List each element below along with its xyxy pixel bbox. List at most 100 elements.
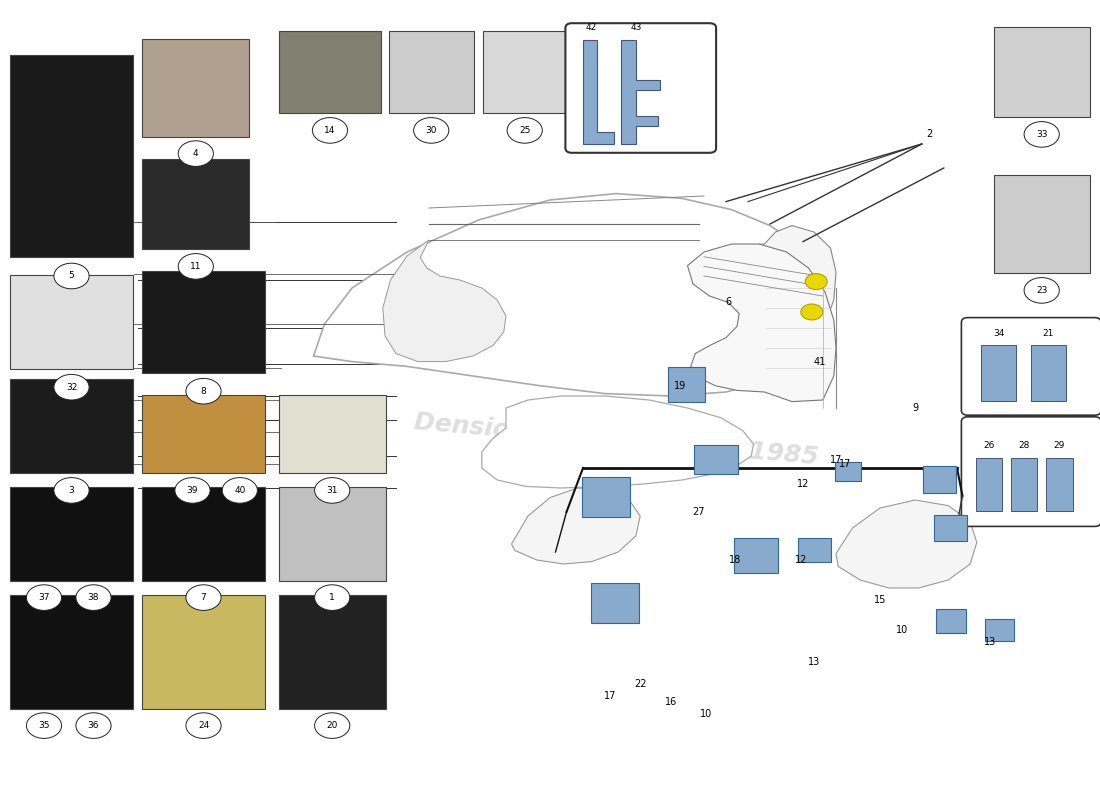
Text: 9: 9 — [912, 403, 918, 413]
Text: 11: 11 — [190, 262, 201, 271]
FancyBboxPatch shape — [591, 583, 639, 623]
Text: 18: 18 — [728, 555, 741, 565]
Text: 12: 12 — [796, 479, 810, 489]
Text: 22: 22 — [634, 679, 647, 689]
Text: 32: 32 — [66, 382, 77, 392]
Text: 36: 36 — [88, 721, 99, 730]
Polygon shape — [621, 40, 660, 144]
Circle shape — [178, 254, 213, 279]
Text: 17: 17 — [829, 455, 843, 465]
Circle shape — [312, 118, 348, 143]
FancyBboxPatch shape — [1011, 458, 1037, 511]
FancyBboxPatch shape — [668, 367, 705, 402]
Circle shape — [178, 141, 213, 166]
Text: 24: 24 — [198, 721, 209, 730]
Circle shape — [507, 118, 542, 143]
Polygon shape — [512, 488, 640, 564]
Text: 3: 3 — [68, 486, 75, 495]
Text: 37: 37 — [39, 593, 50, 602]
FancyBboxPatch shape — [984, 619, 1014, 641]
FancyBboxPatch shape — [1046, 458, 1072, 511]
Polygon shape — [688, 244, 836, 402]
FancyBboxPatch shape — [279, 395, 386, 473]
Circle shape — [315, 713, 350, 738]
Polygon shape — [836, 500, 977, 588]
Circle shape — [1024, 122, 1059, 147]
Text: 10: 10 — [895, 625, 909, 634]
Circle shape — [76, 585, 111, 610]
Circle shape — [801, 304, 823, 320]
Polygon shape — [482, 396, 754, 488]
FancyBboxPatch shape — [994, 175, 1090, 273]
Text: Dension for parts since 1985: Dension for parts since 1985 — [412, 410, 820, 470]
FancyBboxPatch shape — [565, 23, 716, 153]
Text: 41: 41 — [813, 357, 826, 366]
Circle shape — [175, 478, 210, 503]
FancyBboxPatch shape — [798, 538, 830, 562]
Text: 23: 23 — [1036, 286, 1047, 295]
FancyBboxPatch shape — [389, 31, 474, 113]
FancyBboxPatch shape — [142, 271, 265, 373]
Text: 30: 30 — [426, 126, 437, 135]
FancyBboxPatch shape — [10, 487, 133, 581]
Text: 7: 7 — [200, 593, 207, 602]
Text: 13: 13 — [983, 637, 997, 646]
Text: 17: 17 — [838, 459, 851, 469]
Text: 29: 29 — [1054, 441, 1065, 450]
Text: 38: 38 — [88, 593, 99, 602]
Text: 31: 31 — [327, 486, 338, 495]
Text: 27: 27 — [692, 507, 705, 517]
FancyBboxPatch shape — [142, 159, 249, 249]
FancyBboxPatch shape — [10, 379, 133, 473]
Circle shape — [414, 118, 449, 143]
Text: 15: 15 — [873, 595, 887, 605]
Text: 34: 34 — [993, 329, 1004, 338]
FancyBboxPatch shape — [976, 458, 1002, 511]
FancyBboxPatch shape — [923, 466, 956, 493]
FancyBboxPatch shape — [279, 487, 386, 581]
Text: 6: 6 — [725, 298, 732, 307]
Circle shape — [26, 585, 62, 610]
Circle shape — [315, 478, 350, 503]
FancyBboxPatch shape — [994, 27, 1090, 117]
Circle shape — [54, 478, 89, 503]
FancyBboxPatch shape — [694, 445, 738, 474]
FancyBboxPatch shape — [981, 345, 1016, 401]
FancyBboxPatch shape — [835, 462, 861, 481]
FancyBboxPatch shape — [483, 31, 568, 113]
Text: 21: 21 — [1043, 329, 1054, 338]
Text: 25: 25 — [519, 126, 530, 135]
Text: 40: 40 — [234, 486, 245, 495]
FancyBboxPatch shape — [582, 477, 630, 517]
Text: 2: 2 — [926, 129, 933, 138]
FancyBboxPatch shape — [936, 609, 966, 633]
Text: 26: 26 — [983, 441, 994, 450]
Text: 39: 39 — [187, 486, 198, 495]
Circle shape — [1024, 278, 1059, 303]
Text: 5: 5 — [68, 271, 75, 281]
Circle shape — [186, 585, 221, 610]
Circle shape — [54, 374, 89, 400]
Text: 43: 43 — [630, 23, 641, 32]
FancyBboxPatch shape — [142, 487, 265, 581]
Polygon shape — [314, 194, 830, 396]
Circle shape — [26, 713, 62, 738]
FancyBboxPatch shape — [279, 31, 381, 113]
Text: 13: 13 — [807, 658, 821, 667]
Text: 42: 42 — [585, 23, 596, 32]
Text: 10: 10 — [700, 709, 713, 718]
Circle shape — [222, 478, 257, 503]
Circle shape — [315, 585, 350, 610]
Text: 35: 35 — [39, 721, 50, 730]
FancyBboxPatch shape — [10, 595, 133, 709]
FancyBboxPatch shape — [142, 595, 265, 709]
Text: 33: 33 — [1036, 130, 1047, 139]
Text: 17: 17 — [604, 691, 617, 701]
FancyBboxPatch shape — [142, 395, 265, 473]
Text: 4: 4 — [192, 149, 199, 158]
Circle shape — [76, 713, 111, 738]
Circle shape — [805, 274, 827, 290]
FancyBboxPatch shape — [961, 417, 1100, 526]
Text: 12: 12 — [794, 555, 807, 565]
FancyBboxPatch shape — [279, 595, 386, 709]
